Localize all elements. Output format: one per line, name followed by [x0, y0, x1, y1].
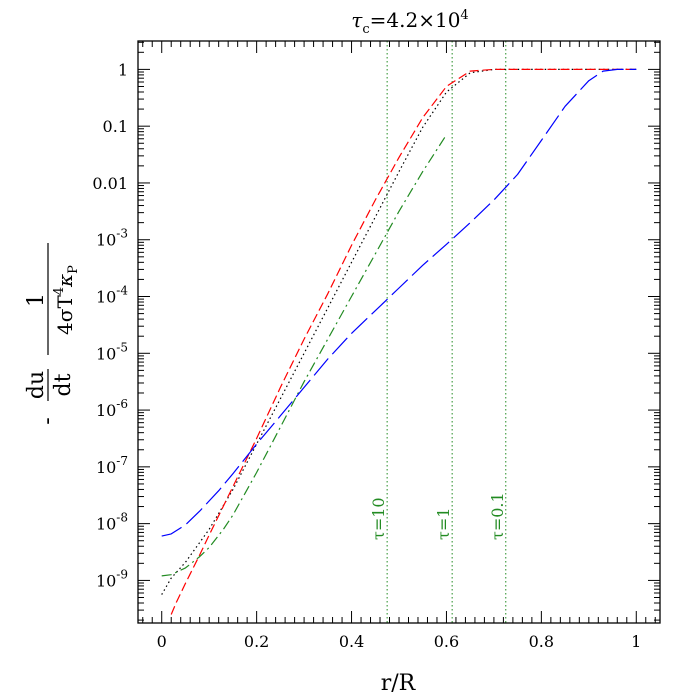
x-tick-label: 0.8 [529, 632, 554, 651]
series-curves [161, 68, 637, 615]
y-tick-label: 10-9 [96, 567, 128, 590]
x-tick-label: 1 [631, 632, 641, 651]
y-tick-label: 10-4 [96, 284, 128, 307]
series-line-3 [161, 134, 448, 577]
x-tick-label: 0.6 [434, 632, 459, 651]
y-tick-label: 1 [118, 60, 128, 79]
x-tick-label: 0.4 [339, 632, 364, 651]
tau-marker-label: τ=1 [434, 508, 453, 540]
x-tick-label: 0 [157, 632, 167, 651]
vertical-markers: τ=10 τ=1 τ=0.1 [369, 41, 507, 623]
tick-labels: 0 0.2 0.4 0.6 0.8 1 1 0.1 0.01 10-3 10-4 10-5 10-6 10… [92, 60, 641, 651]
tau-marker-label: τ=10 [369, 497, 388, 540]
plot-frame [137, 40, 661, 624]
series-line-4 [161, 68, 637, 537]
y-tick-label: 10-6 [96, 397, 128, 420]
y-tick-label: 10-3 [96, 227, 128, 250]
title-sub: c [362, 22, 369, 37]
ylabel-du: du [24, 371, 49, 399]
y-tick-label: 0.01 [92, 174, 128, 193]
tau-marker-label: τ=0.1 [488, 492, 507, 540]
x-axis-label: r/R [381, 671, 417, 696]
y-tick-label: 0.1 [103, 117, 128, 136]
series-line-1 [161, 68, 637, 595]
ylabel-minus: - [35, 417, 60, 424]
series-line-2 [170, 68, 637, 615]
title-tau: τ [351, 8, 363, 32]
ylabel-one: 1 [24, 293, 49, 307]
axis-ticks [138, 41, 660, 623]
ylabel-denominator: 4σT4κP [52, 265, 81, 335]
y-tick-label: 10-5 [96, 340, 128, 363]
y-tick-label: 10-7 [96, 454, 128, 477]
title-exp: 4 [460, 8, 468, 23]
y-axis-label: - du dt 1 4σT4κP [24, 243, 81, 425]
chart-title: τc=4.2×104 [351, 8, 468, 37]
title-rest: =4.2×10 [370, 8, 461, 32]
ylabel-dt: dt [51, 373, 76, 396]
y-tick-label: 10-8 [96, 511, 128, 534]
x-tick-label: 0.2 [244, 632, 269, 651]
